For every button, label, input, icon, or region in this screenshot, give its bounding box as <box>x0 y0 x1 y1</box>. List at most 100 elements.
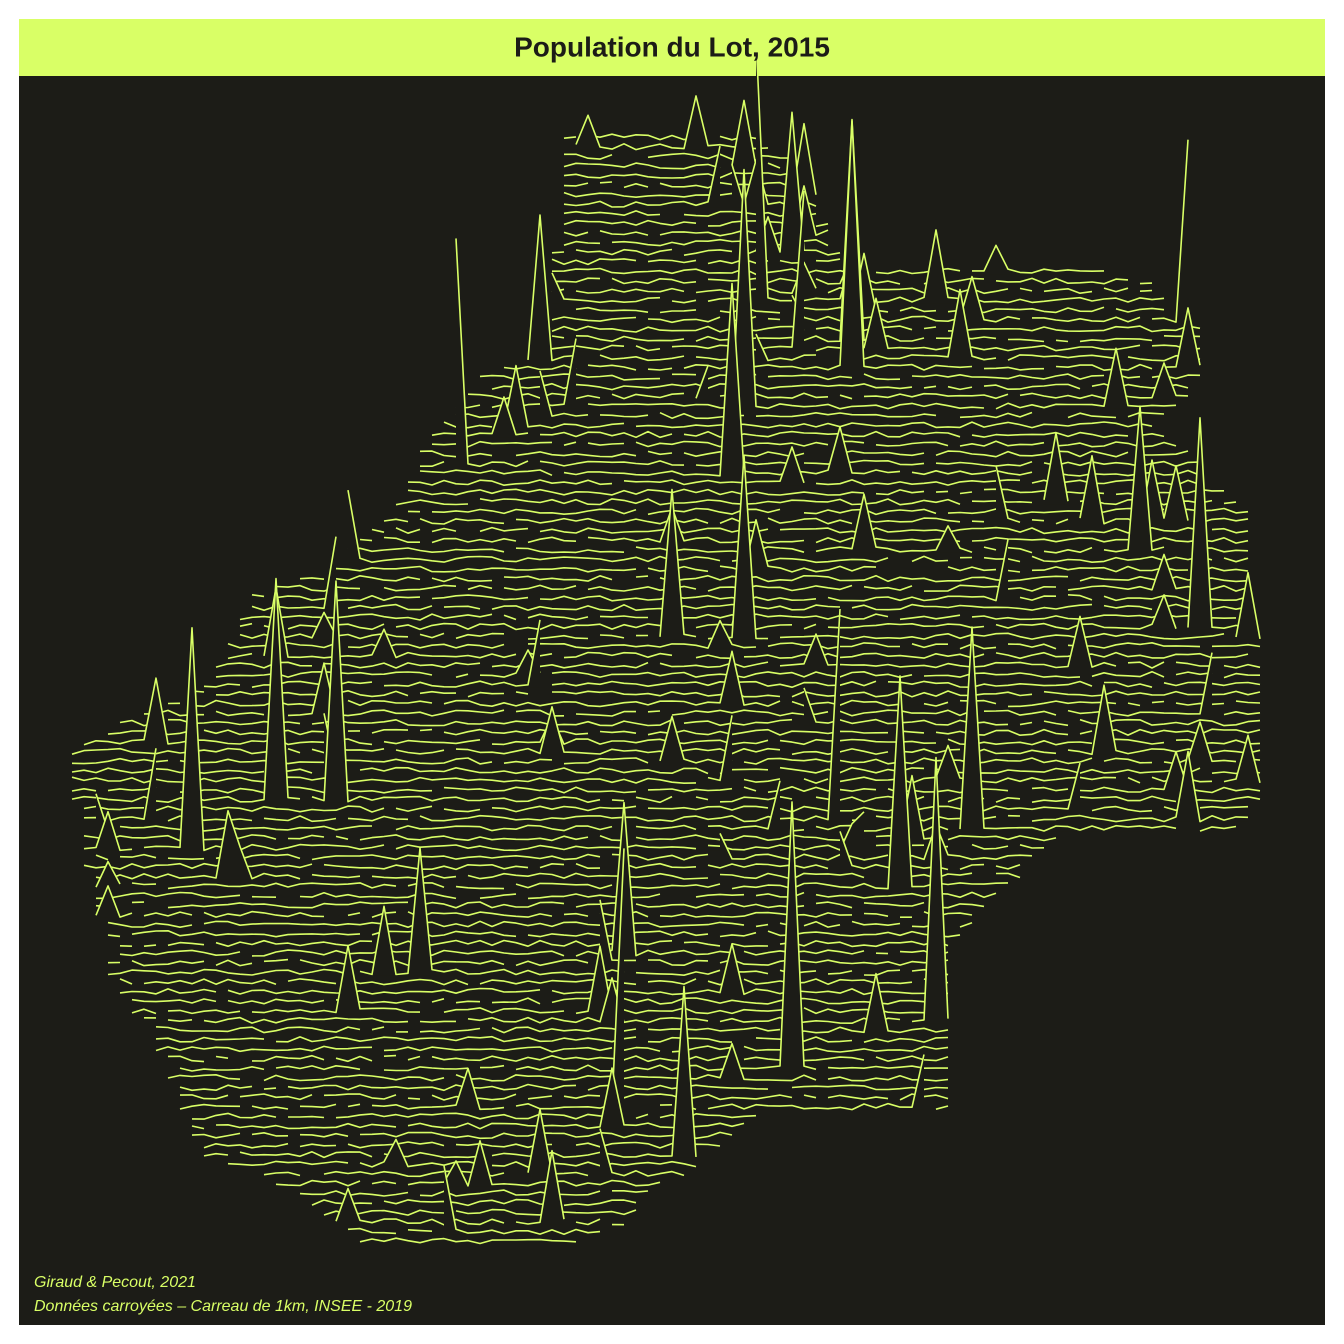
ridge-fill <box>120 988 216 995</box>
ridge-fill <box>408 911 552 918</box>
ridge-line <box>1067 652 1213 717</box>
ridge-fill <box>528 537 576 544</box>
ridge-fill <box>132 960 204 966</box>
ridge-line <box>971 843 1009 850</box>
ridge-line <box>995 796 1021 803</box>
ridge-line <box>1104 681 1153 688</box>
ridge-line <box>1007 643 1057 650</box>
ridge-line <box>179 1066 265 1072</box>
ridge-fill <box>1104 682 1152 688</box>
ridge-line <box>563 282 901 477</box>
ridge-fill <box>456 1209 636 1216</box>
ridge-line <box>1091 805 1153 813</box>
ridge-fill <box>240 612 408 640</box>
ridge-line <box>935 1105 949 1110</box>
ridge-line <box>647 710 661 713</box>
ridge-fill <box>468 873 708 880</box>
ridge-line <box>791 690 1033 698</box>
ridge-line <box>1103 594 1249 602</box>
ridge-fill <box>540 863 564 870</box>
ridge-line <box>695 893 745 898</box>
ridge-line <box>83 805 145 811</box>
ridge-line <box>467 691 505 698</box>
ridge-line <box>479 1064 505 1069</box>
ridge-line <box>635 824 697 831</box>
ridge-line <box>875 267 961 275</box>
ridge-line <box>419 901 565 909</box>
ridge-line <box>971 748 1057 755</box>
ridge-line <box>1175 671 1213 676</box>
ridge-line <box>743 978 913 986</box>
ridge-line <box>419 469 553 477</box>
ridge-fill <box>396 527 420 534</box>
ridge-line <box>647 450 673 456</box>
ridge-fill <box>276 585 360 592</box>
ridge-line <box>803 508 937 516</box>
ridge-line <box>1031 786 1069 792</box>
ridgelines <box>71 37 1261 1245</box>
ridge-line <box>299 1132 349 1138</box>
ridge-fill <box>360 1139 480 1168</box>
ridge-line <box>635 345 661 352</box>
ridge-line <box>179 1094 229 1100</box>
ridge-line <box>227 987 541 995</box>
ridge-fill <box>816 892 996 899</box>
ridge-fill <box>720 873 864 880</box>
ridge-line <box>863 901 925 907</box>
ridge-line <box>443 808 481 813</box>
ridge-line <box>563 231 589 237</box>
ridge-line <box>923 672 1081 679</box>
ridge-line <box>491 716 769 746</box>
ridge-fill <box>900 615 960 620</box>
ridge-line <box>1031 750 1249 823</box>
ridge-line <box>155 1036 265 1043</box>
ridge-fill <box>156 1046 372 1052</box>
ridge-line <box>371 873 457 880</box>
ridge-line <box>935 450 1129 458</box>
ridge-fill <box>312 854 600 860</box>
ridge-fill <box>972 844 1008 851</box>
ridge-line <box>659 911 853 918</box>
ridge-line <box>371 728 409 734</box>
ridge-line <box>455 238 529 468</box>
ridge-line <box>587 168 985 410</box>
ridge-fill <box>516 1150 564 1225</box>
ridge-line <box>659 715 733 764</box>
ridge-line <box>383 1046 613 1053</box>
ridge-fill <box>1200 806 1248 812</box>
ridge-fill <box>744 112 840 256</box>
ridge-line <box>143 911 193 917</box>
ridge-line <box>635 902 805 909</box>
ridge-fill <box>972 432 1128 438</box>
ridge-fill <box>996 594 1176 630</box>
ridge-line <box>551 272 661 304</box>
ridge-fill <box>576 946 792 1014</box>
ridge-line <box>239 1151 373 1159</box>
ridge-line <box>563 122 817 198</box>
ridge-line <box>923 385 937 389</box>
ridge-fill <box>204 1017 408 1024</box>
ridge-line <box>803 1094 817 1099</box>
ridge-fill <box>516 801 816 1072</box>
ridge-fill <box>516 959 588 966</box>
ridge-line <box>767 642 900 650</box>
ridge-fill <box>84 811 132 851</box>
ridge-line <box>1019 595 1057 601</box>
ridge-line <box>863 287 925 294</box>
ridge-line <box>347 815 409 822</box>
ridge-line <box>827 1065 948 1070</box>
ridge-line <box>815 901 853 909</box>
ridge-line <box>827 1094 889 1100</box>
ridge-line <box>935 490 949 493</box>
ridge-line <box>191 1125 205 1130</box>
ridge-line <box>431 998 445 1003</box>
ridge-fill <box>552 278 600 284</box>
ridge-line <box>959 440 1045 447</box>
ridge-line <box>359 766 709 775</box>
ridge-line <box>851 920 901 927</box>
ridge-fill <box>840 710 972 716</box>
ridge-line <box>431 440 553 448</box>
ridge-line <box>623 862 697 869</box>
ridge-line <box>551 258 637 266</box>
ridge-line <box>827 1075 949 1082</box>
